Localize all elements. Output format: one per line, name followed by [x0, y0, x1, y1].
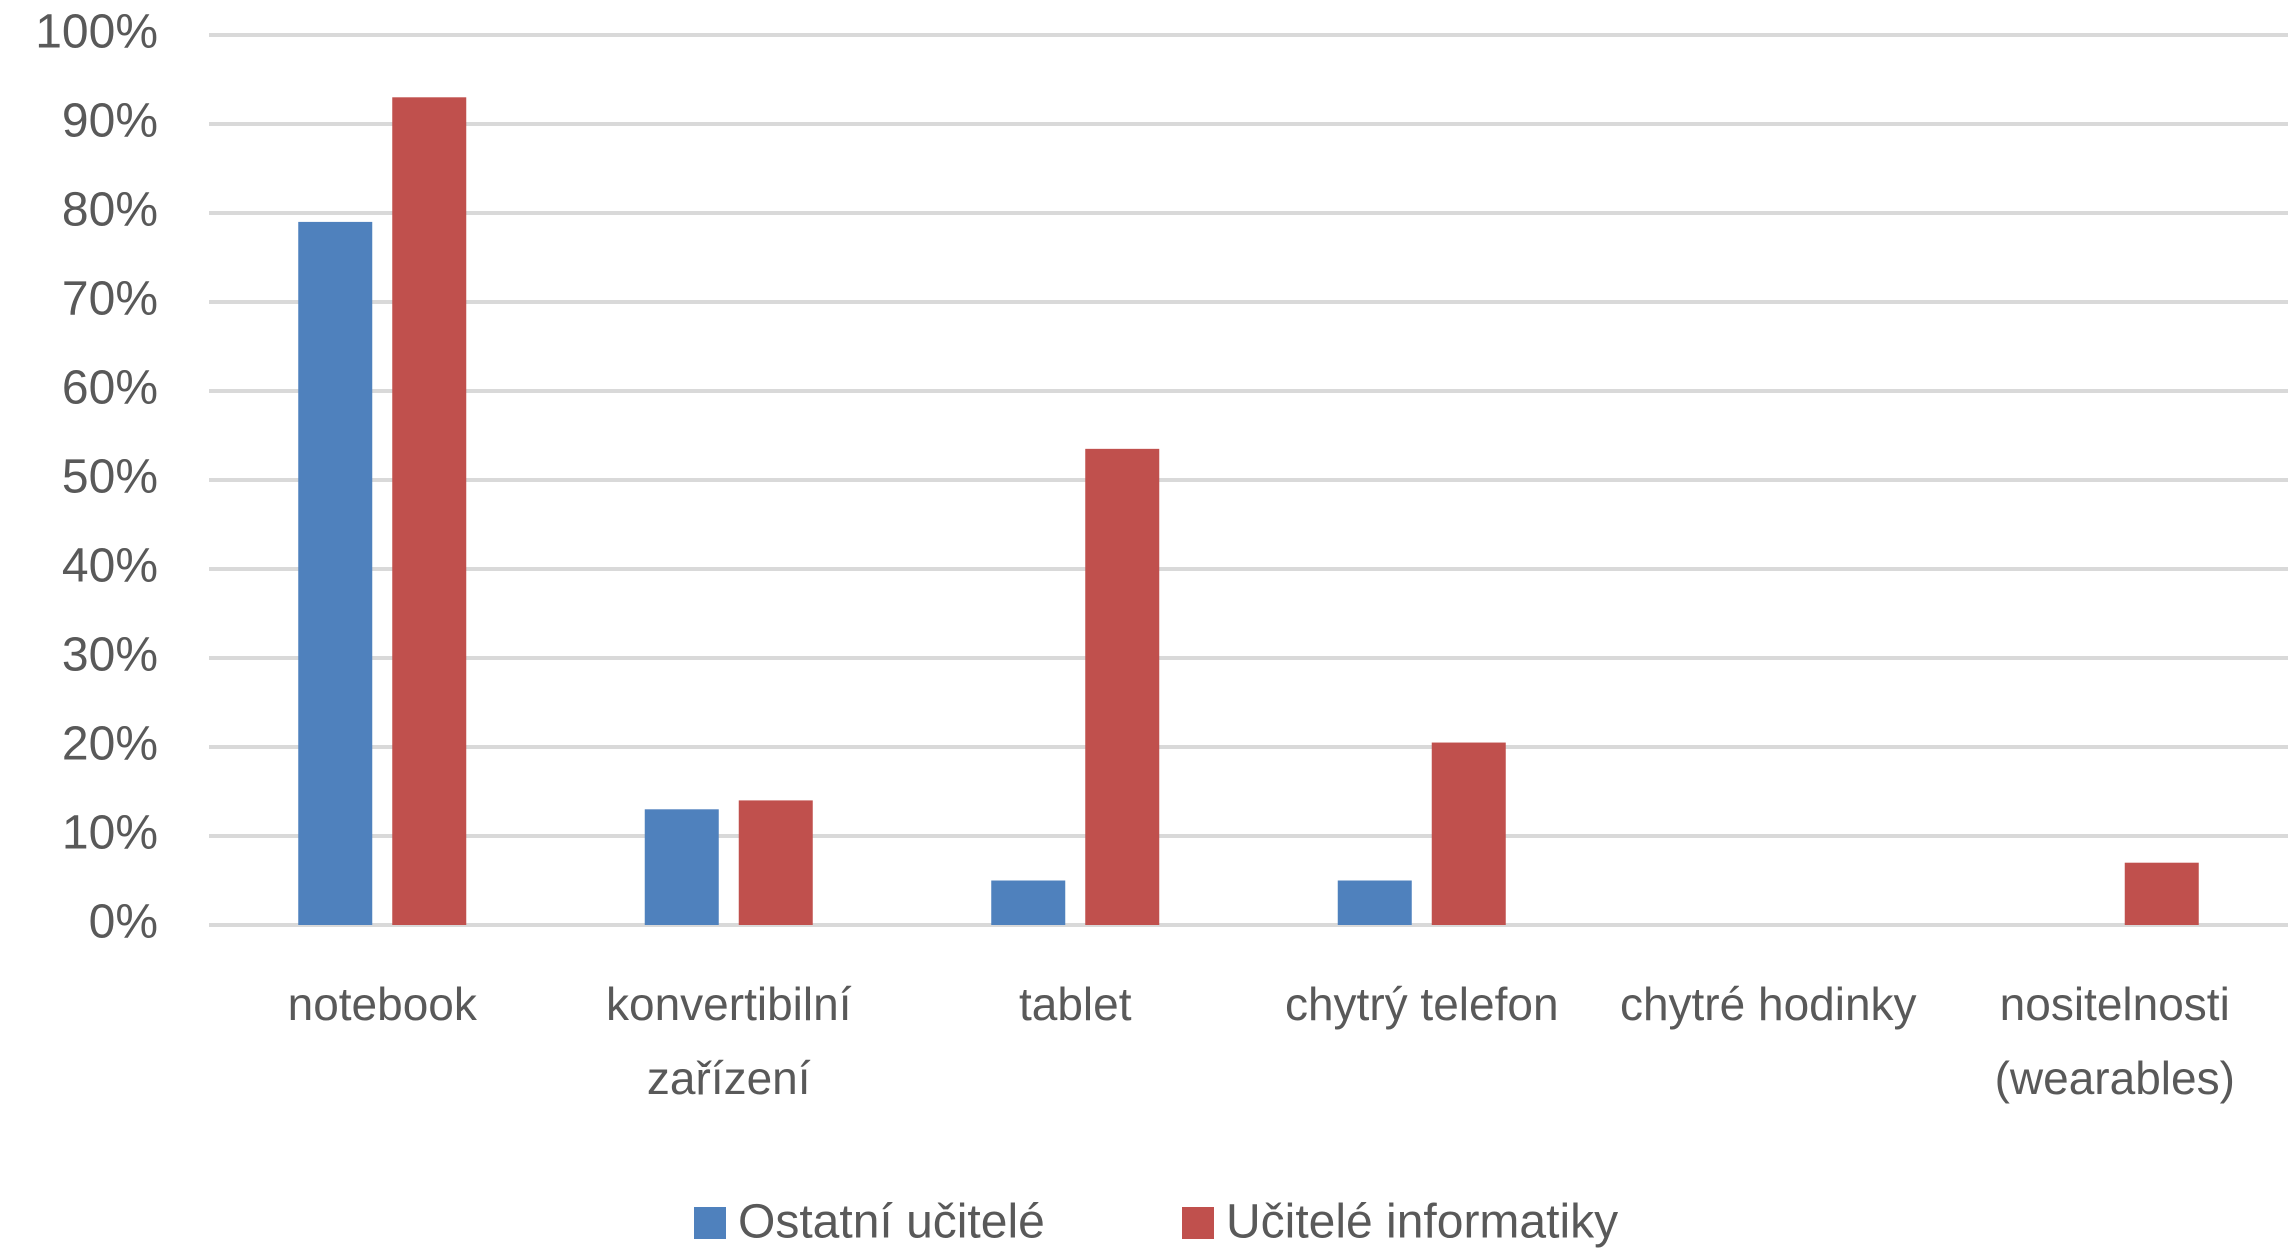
y-tick-label: 70%: [62, 273, 158, 326]
x-tick-label: konvertibilní zařízení: [606, 978, 852, 1104]
legend-label: Učitelé informatiky: [1226, 1196, 1618, 1249]
bar: [1337, 880, 1412, 925]
bar: [991, 880, 1066, 925]
bar: [644, 809, 719, 925]
y-tick-label: 100%: [35, 6, 158, 59]
legend-swatch: [1182, 1207, 1214, 1239]
x-tick-label: notebook: [287, 978, 477, 1030]
bar: [298, 221, 373, 925]
y-tick-label: 40%: [62, 540, 158, 593]
y-tick-label: 80%: [62, 184, 158, 237]
x-tick-label: chytré hodinky: [1619, 978, 1917, 1030]
bar: [2124, 862, 2199, 925]
legend-swatch: [694, 1207, 726, 1239]
y-tick-label: 0%: [89, 896, 158, 949]
bar: [1085, 448, 1160, 925]
y-tick-label: 60%: [62, 362, 158, 415]
bar: [738, 800, 813, 925]
bar: [1431, 742, 1506, 925]
y-tick-label: 10%: [62, 807, 158, 860]
x-tick-label: nositelnosti (wearables): [1994, 978, 2235, 1104]
y-tick-label: 50%: [62, 451, 158, 504]
y-tick-label: 20%: [62, 718, 158, 771]
legend-label: Ostatní učitelé: [738, 1196, 1045, 1249]
x-tick-label: tablet: [1018, 978, 1132, 1030]
y-tick-label: 90%: [62, 95, 158, 148]
bar: [392, 97, 467, 926]
y-tick-label: 30%: [62, 629, 158, 682]
x-tick-label: chytrý telefon: [1284, 978, 1559, 1030]
